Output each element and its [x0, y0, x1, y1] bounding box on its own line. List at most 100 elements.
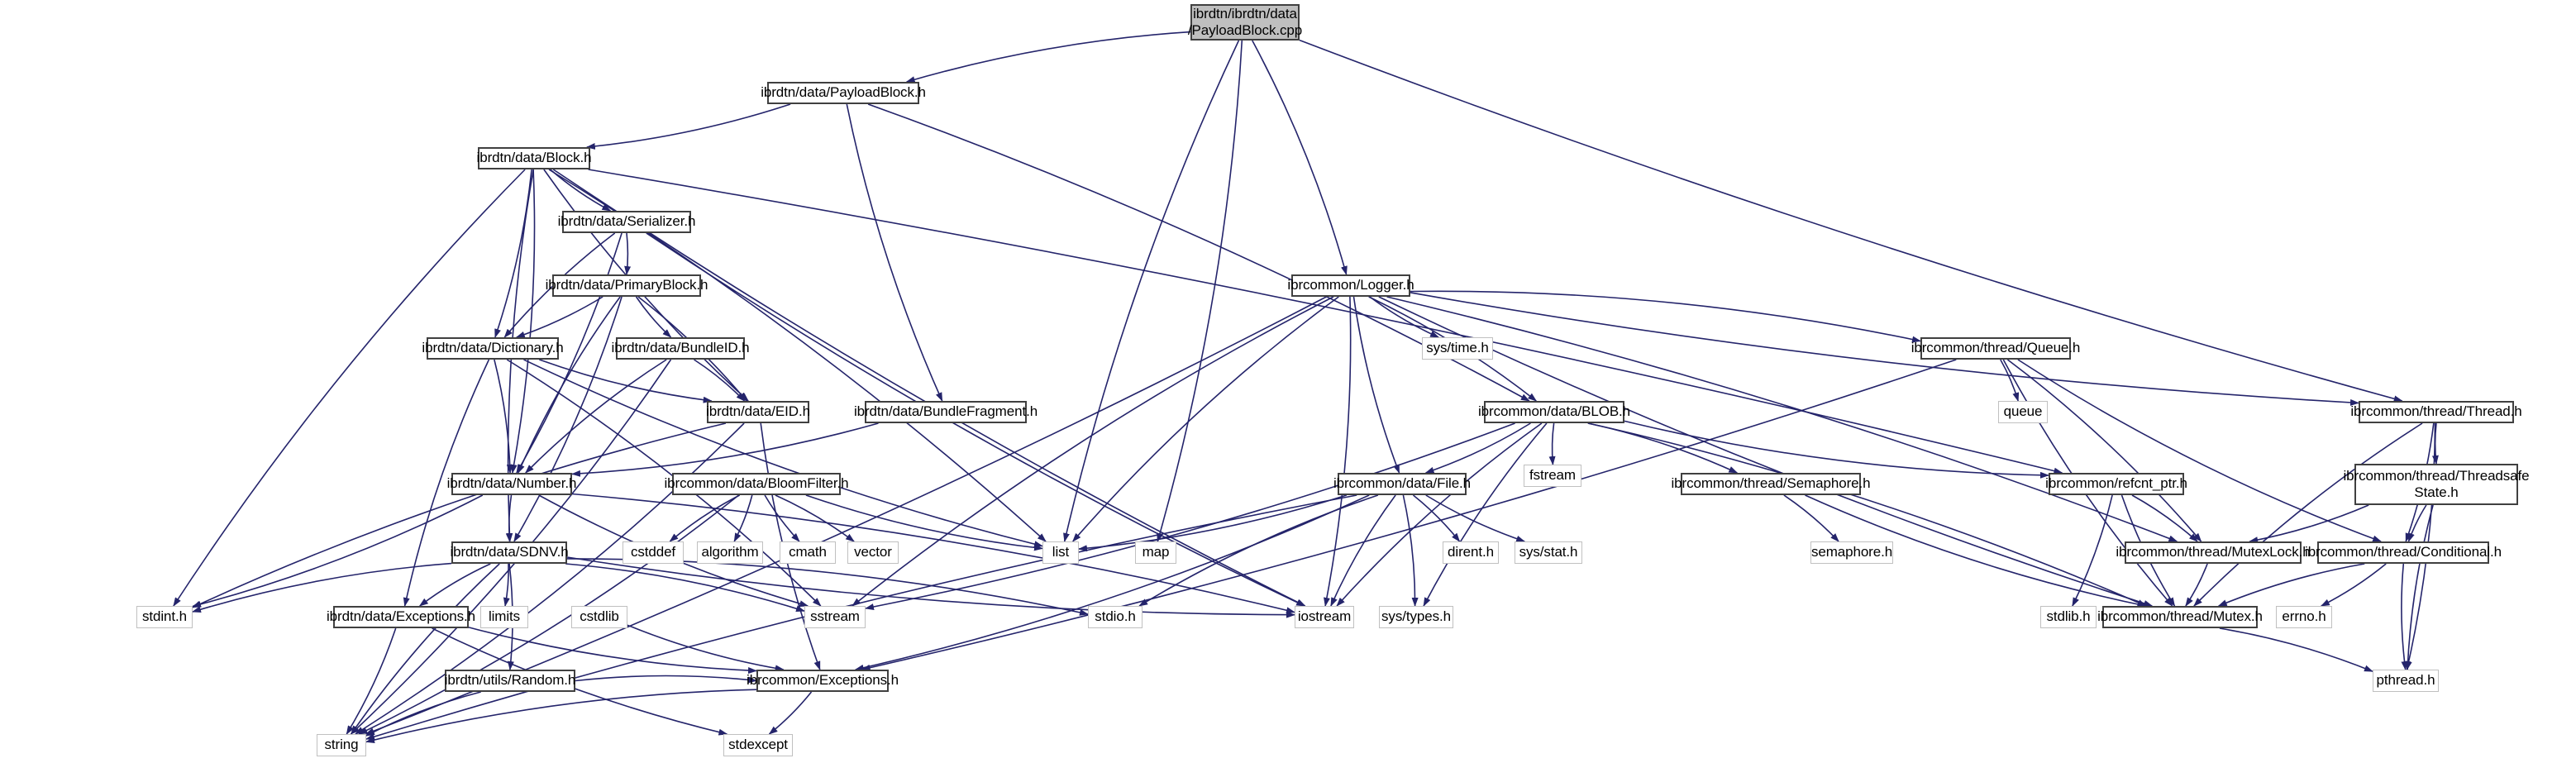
graph-edge	[503, 563, 510, 607]
graph-node-limits[interactable]: limits	[480, 606, 528, 628]
graph-edge	[192, 494, 484, 608]
graph-node-sys_time_h[interactable]: sys/time.h	[1422, 337, 1493, 360]
graph-node-refcnt_ptr_h[interactable]: ibrcommon/refcnt_ptr.h	[2045, 473, 2187, 495]
graph-node-string[interactable]: string	[317, 734, 366, 756]
graph-edge	[525, 359, 667, 474]
graph-edge	[515, 296, 603, 338]
graph-node-sstream[interactable]: sstream	[804, 606, 866, 628]
graph-edge	[805, 494, 1043, 551]
graph-node-iostream[interactable]: iostream	[1295, 606, 1354, 628]
graph-edge	[635, 296, 672, 338]
graph-edge	[365, 691, 481, 737]
graph-node-block_h[interactable]: ibrdtn/data/Block.h	[477, 147, 592, 169]
graph-node-cstdlib[interactable]: cstdlib	[571, 606, 627, 628]
graph-edge	[2219, 627, 2373, 672]
graph-edge	[2404, 504, 2434, 670]
graph-edge	[2401, 563, 2408, 670]
graph-edge	[1402, 494, 1419, 607]
graph-node-dirent_h[interactable]: dirent.h	[1443, 541, 1499, 564]
graph-edge	[1410, 290, 1921, 343]
graph-edge	[518, 296, 621, 474]
graph-edge	[865, 422, 1515, 610]
graph-edge	[1412, 494, 1461, 542]
graph-edge	[1424, 422, 1531, 474]
graph-node-exceptions_ibrdtn_h[interactable]: ibrdtn/data/Exceptions.h	[327, 606, 475, 628]
graph-node-queue_h[interactable]: ibrcommon/thread/Queue.h	[1911, 337, 2080, 360]
graph-edge	[418, 563, 491, 607]
graph-node-semaphore_h[interactable]: semaphore.h	[1810, 541, 1893, 564]
graph-node-threadsafestate_h[interactable]: ibrcommon/thread/Threadsafe State.h	[2343, 464, 2530, 505]
graph-node-mutexlock_h[interactable]: ibrcommon/thread/MutexLock.h	[2116, 541, 2311, 564]
graph-node-number_h[interactable]: ibrdtn/data/Number.h	[447, 473, 576, 495]
graph-node-queue[interactable]: queue	[1998, 401, 2048, 423]
graph-node-fstream[interactable]: fstream	[1524, 465, 1581, 487]
graph-node-logger_h[interactable]: ibrcommon/Logger.h	[1287, 274, 1414, 297]
graph-node-list[interactable]: list	[1042, 541, 1079, 564]
graph-node-semaphore_h_cls[interactable]: ibrcommon/thread/Semaphore.h	[1672, 473, 1871, 495]
graph-node-conditional_h[interactable]: ibrcommon/thread/Conditional.h	[2305, 541, 2502, 564]
graph-node-bundlefragment_h[interactable]: ibrdtn/data/BundleFragment.h	[854, 401, 1038, 423]
graph-node-errno_h[interactable]: errno.h	[2276, 606, 2332, 628]
graph-node-blob_h[interactable]: ibrcommon/data/BLOB.h	[1478, 401, 1630, 423]
graph-edge	[1072, 296, 1339, 542]
graph-edge	[346, 627, 397, 735]
graph-node-sdnv_h[interactable]: ibrdtn/data/SDNV.h	[450, 541, 569, 564]
graph-node-dictionary_h[interactable]: ibrdtn/data/Dictionary.h	[422, 337, 564, 360]
graph-edge	[852, 296, 1334, 607]
graph-node-payloadblock_cpp[interactable]: ibrdtn/ibrdtn/data /PayloadBlock.cpp	[1188, 4, 1302, 41]
graph-node-stdexcept[interactable]: stdexcept	[723, 734, 793, 756]
graph-node-stdlib_h[interactable]: stdlib.h	[2040, 606, 2097, 628]
graph-edge	[2193, 422, 2423, 607]
graph-edge	[566, 556, 1295, 618]
graph-node-random_h[interactable]: ibrdtn/utils/Random.h	[445, 670, 575, 692]
graph-node-file_h[interactable]: ibrcommon/data/File.h	[1333, 473, 1471, 495]
graph-edge	[513, 296, 623, 542]
graph-node-bundleid_h[interactable]: ibrdtn/data/BundleID.h	[612, 337, 750, 360]
graph-edge	[2249, 504, 2369, 544]
graph-edge	[627, 624, 785, 672]
graph-edge	[539, 359, 713, 403]
graph-edge	[365, 689, 757, 743]
graph-edge	[365, 296, 1327, 735]
graph-node-thread_h[interactable]: ibrcommon/thread/Thread.h	[2350, 401, 2522, 423]
graph-edge	[494, 169, 532, 338]
graph-node-cstddef[interactable]: cstddef	[623, 541, 684, 564]
graph-edge	[2017, 359, 2383, 542]
graph-edge	[1783, 494, 1839, 542]
graph-edge	[550, 169, 612, 212]
graph-node-exceptions_ibrcommon_h[interactable]: ibrcommon/Exceptions.h	[747, 670, 899, 692]
graph-edge	[1336, 422, 1543, 607]
graph-node-map[interactable]: map	[1135, 541, 1176, 564]
graph-node-serializer_h[interactable]: ibrdtn/data/Serializer.h	[558, 211, 695, 233]
graph-node-mutex_h[interactable]: ibrcommon/thread/Mutex.h	[2097, 606, 2263, 628]
graph-node-cmath[interactable]: cmath	[780, 541, 836, 564]
graph-edge	[846, 103, 943, 402]
graph-node-pthread_h[interactable]: pthread.h	[2373, 670, 2439, 692]
graph-edge	[552, 169, 1306, 607]
graph-node-sys_stat_h[interactable]: sys/stat.h	[1515, 541, 1582, 564]
graph-edge	[588, 169, 2063, 474]
graph-edge	[764, 494, 800, 542]
graph-node-stdint_h[interactable]: stdint.h	[136, 606, 193, 628]
graph-node-primaryblock_h[interactable]: ibrdtn/data/PrimaryBlock.h	[546, 274, 708, 297]
graph-node-algorithm[interactable]: algorithm	[697, 541, 763, 564]
graph-edge	[905, 31, 1191, 83]
graph-edge	[1157, 40, 1243, 542]
graph-node-stdio_h[interactable]: stdio.h	[1088, 606, 1143, 628]
graph-edge	[510, 169, 536, 474]
graph-node-payloadblock_h[interactable]: ibrdtn/data/PayloadBlock.h	[761, 82, 926, 104]
graph-edge	[1324, 296, 1352, 607]
graph-edge	[1588, 422, 2147, 607]
graph-edge	[1252, 40, 1348, 275]
graph-edge	[571, 422, 879, 477]
graph-edge	[1587, 422, 1739, 474]
graph-edge	[1423, 422, 1548, 607]
graph-node-eid_h[interactable]: ibrdtn/data/EID.h	[706, 401, 810, 423]
graph-node-sys_types_h[interactable]: sys/types.h	[1379, 606, 1453, 628]
graph-edge	[669, 494, 741, 542]
graph-edge	[2006, 359, 2202, 542]
graph-node-vector[interactable]: vector	[847, 541, 899, 564]
graph-node-bloomfilter_h[interactable]: ibrcommon/data/BloomFilter.h	[665, 473, 849, 495]
graph-edge	[768, 691, 813, 735]
